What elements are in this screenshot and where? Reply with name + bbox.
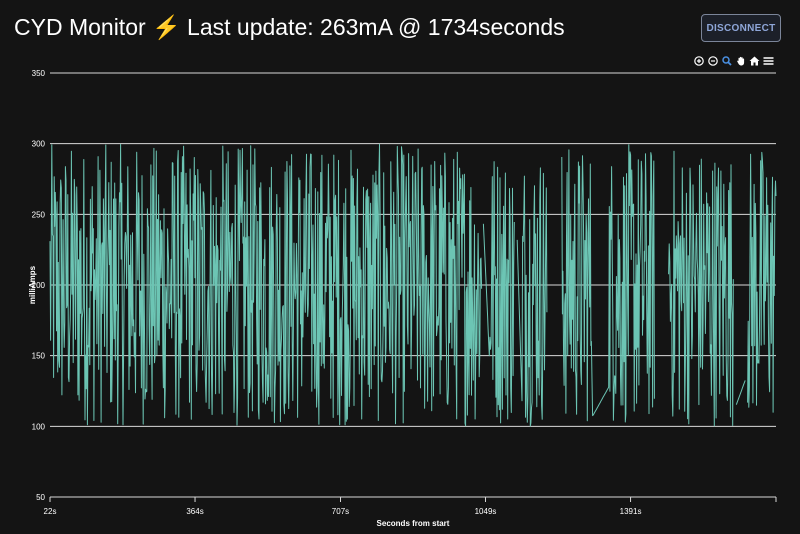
page-title: CYD Monitor ⚡ Last update: 263mA @ 1734s… — [14, 14, 565, 40]
x-axis-title: Seconds from start — [377, 519, 450, 528]
x-tick-label: 707s — [332, 507, 349, 516]
y-tick-label: 100 — [32, 422, 46, 431]
series-line-milliamps — [49, 143, 777, 427]
y-axis-title: milliAmps — [28, 265, 37, 304]
y-tick-label: 50 — [36, 493, 45, 502]
y-tick-label: 250 — [32, 210, 46, 219]
x-tick-label: 364s — [186, 507, 203, 516]
zoom-in-icon[interactable] — [693, 55, 704, 66]
y-tick-label: 150 — [32, 352, 46, 361]
home-icon[interactable] — [749, 55, 760, 66]
y-tick-label: 300 — [32, 140, 46, 149]
x-tick-label: 1391s — [620, 507, 642, 516]
x-tick-label: 22s — [44, 507, 57, 516]
y-tick-label: 350 — [32, 69, 46, 78]
y-tick-label: 200 — [32, 281, 46, 290]
zoom-select-icon[interactable] — [721, 55, 732, 66]
chart-toolbar — [693, 55, 774, 66]
disconnect-button[interactable]: DISCONNECT — [701, 14, 781, 42]
menu-icon[interactable] — [763, 55, 774, 66]
zoom-out-icon[interactable] — [707, 55, 718, 66]
x-tick-label: 1049s — [475, 507, 497, 516]
pan-hand-icon[interactable] — [735, 55, 746, 66]
